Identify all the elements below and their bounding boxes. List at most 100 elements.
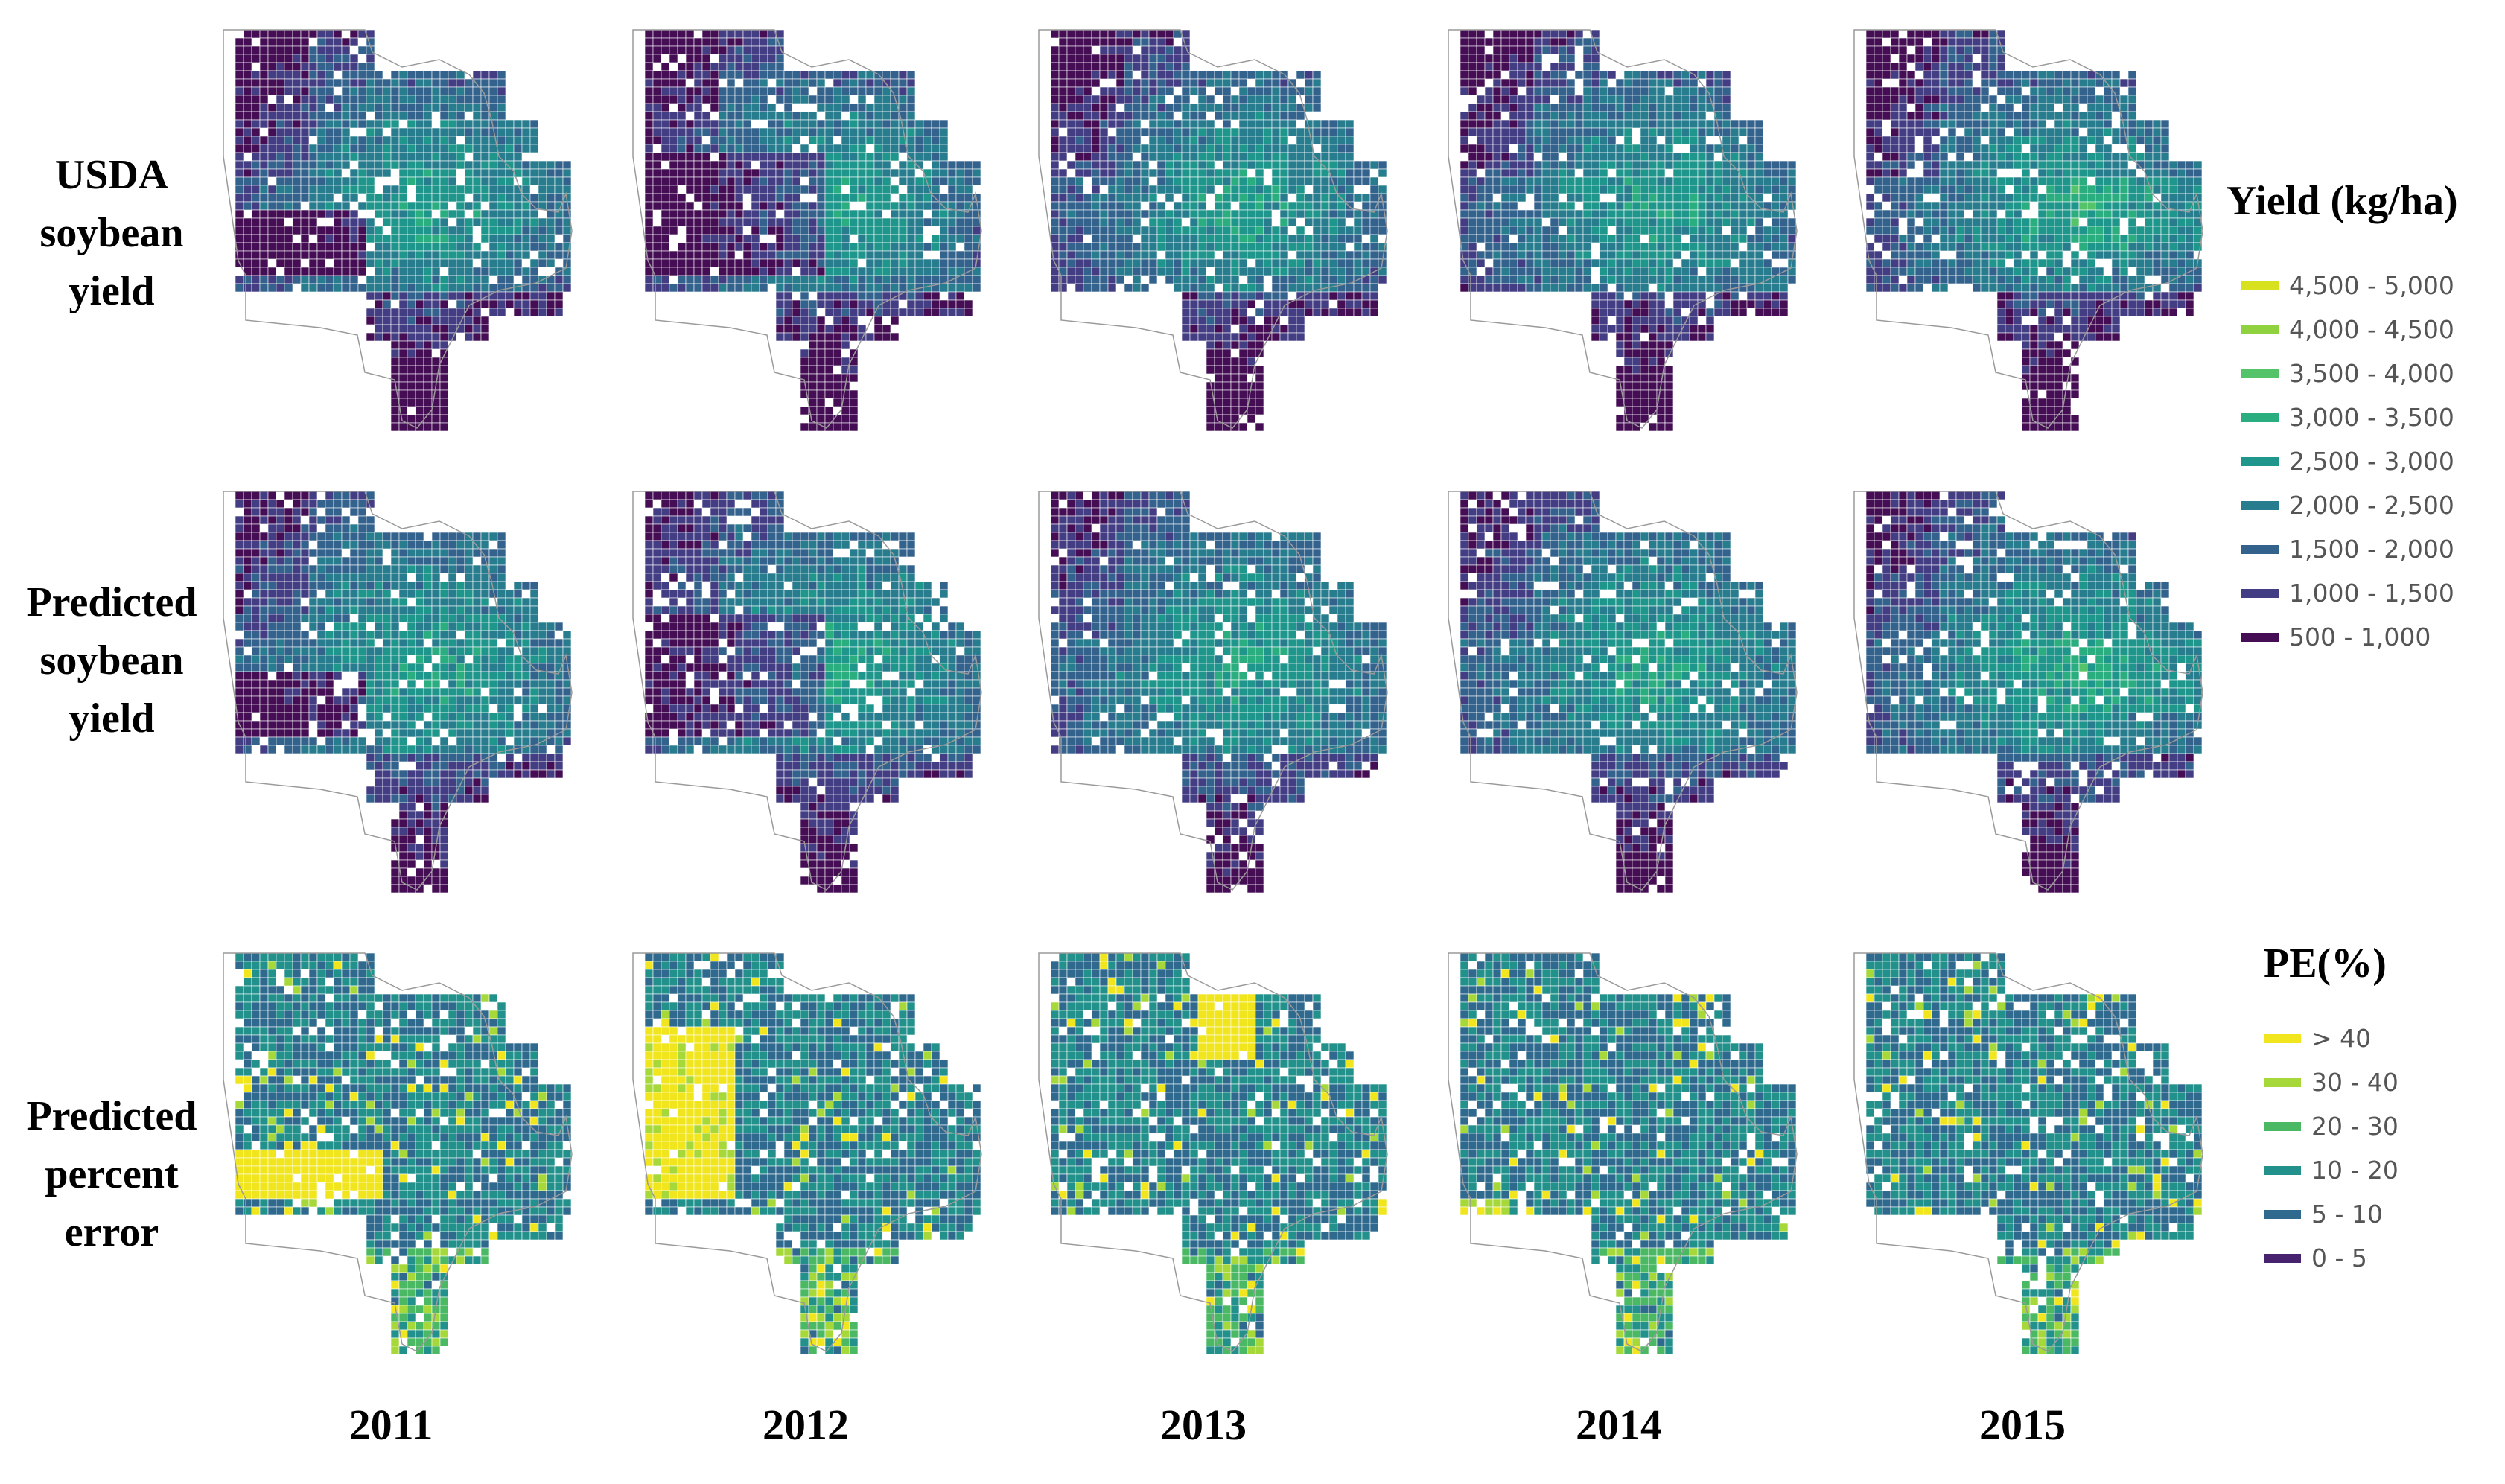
county-cell (816, 95, 826, 104)
county-cell (1509, 45, 1518, 55)
county-cell (1247, 119, 1256, 129)
county-cell (366, 226, 375, 235)
county-cell (1369, 193, 1379, 203)
county-cell (472, 70, 482, 80)
county-cell (1754, 144, 1764, 153)
county-cell (1697, 185, 1707, 194)
county-cell (1206, 308, 1215, 317)
county-cell (833, 160, 842, 170)
county-cell (890, 250, 900, 260)
county-cell (726, 119, 736, 129)
county-cell (1787, 226, 1797, 235)
county-cell (1550, 111, 1559, 121)
county-cell (849, 250, 859, 260)
county-cell (1672, 95, 1682, 104)
county-cell (701, 217, 711, 227)
county-cell (1722, 209, 1731, 219)
county-cell (1132, 193, 1142, 203)
county-cell (529, 127, 539, 137)
county-cell (1517, 144, 1527, 153)
county-cell (341, 119, 351, 129)
county-cell (1648, 217, 1658, 227)
county-cell (1705, 168, 1715, 178)
county-cell (726, 78, 736, 88)
county-cell (349, 275, 359, 284)
county-cell (669, 201, 678, 211)
county-cell (505, 193, 515, 203)
county-cell (914, 258, 924, 268)
county-cell (734, 283, 744, 293)
county-cell (898, 176, 908, 186)
county-cell (939, 258, 949, 268)
county-cell (857, 95, 867, 104)
county-cell (1640, 152, 1649, 162)
county-cell (513, 201, 523, 211)
county-cell (316, 78, 326, 88)
county-cell (914, 160, 924, 170)
county-cell (1148, 127, 1158, 137)
county-cell (1115, 62, 1125, 71)
county-cell (816, 357, 826, 366)
county-cell (2005, 70, 2014, 80)
county-cell (1632, 275, 1641, 284)
county-cell (1771, 160, 1780, 170)
county-cell (505, 209, 515, 219)
map-usda-2012 (626, 22, 998, 439)
county-cell (349, 176, 359, 186)
county-cell (1500, 29, 1510, 39)
county-cell (1140, 54, 1150, 63)
county-cell (357, 119, 367, 129)
county-cell (865, 291, 875, 301)
county-cell (390, 78, 400, 88)
county-cell (964, 250, 973, 260)
county-cell (1197, 258, 1207, 268)
county-cell (284, 86, 293, 96)
county-cell (267, 136, 277, 145)
county-cell (374, 332, 383, 342)
county-cell (1304, 78, 1314, 88)
county-cell (1623, 275, 1633, 284)
county-cell (1500, 37, 1510, 47)
county-cell (480, 275, 490, 284)
county-cell (882, 226, 891, 235)
county-cell (464, 95, 474, 104)
county-cell (325, 111, 334, 121)
county-cell (488, 144, 498, 153)
county-cell (1287, 283, 1297, 293)
county-cell (1361, 193, 1371, 203)
county-cell (333, 226, 343, 235)
county-cell (1165, 242, 1174, 252)
county-cell (1058, 283, 1068, 293)
county-cell (1541, 176, 1551, 186)
county-cell (529, 258, 539, 268)
county-cell (398, 185, 408, 194)
county-cell (808, 152, 818, 162)
county-cell (800, 160, 809, 170)
county-cell (1206, 234, 1215, 243)
county-cell (1623, 308, 1633, 317)
county-cell (1874, 37, 1883, 47)
county-cell (1222, 357, 1232, 366)
county-cell (308, 275, 318, 284)
county-cell (1730, 267, 1740, 276)
county-cell (677, 217, 687, 227)
county-cell (1713, 160, 1723, 170)
county-cell (357, 267, 367, 276)
county-cell (251, 127, 261, 137)
county-cell (833, 127, 842, 137)
county-cell (1632, 201, 1641, 211)
county-cell (1083, 111, 1092, 121)
county-cell (251, 111, 261, 121)
county-cell (325, 209, 334, 219)
county-cell (1697, 275, 1707, 284)
county-cell (1197, 86, 1207, 96)
county-cell (1697, 111, 1707, 121)
county-cell (1517, 250, 1527, 260)
county-cell (865, 78, 875, 88)
county-cell (357, 258, 367, 268)
county-cell (497, 250, 506, 260)
county-cell (1705, 217, 1715, 227)
county-cell (1713, 78, 1723, 88)
county-cell (1754, 127, 1764, 137)
county-cell (1672, 152, 1682, 162)
